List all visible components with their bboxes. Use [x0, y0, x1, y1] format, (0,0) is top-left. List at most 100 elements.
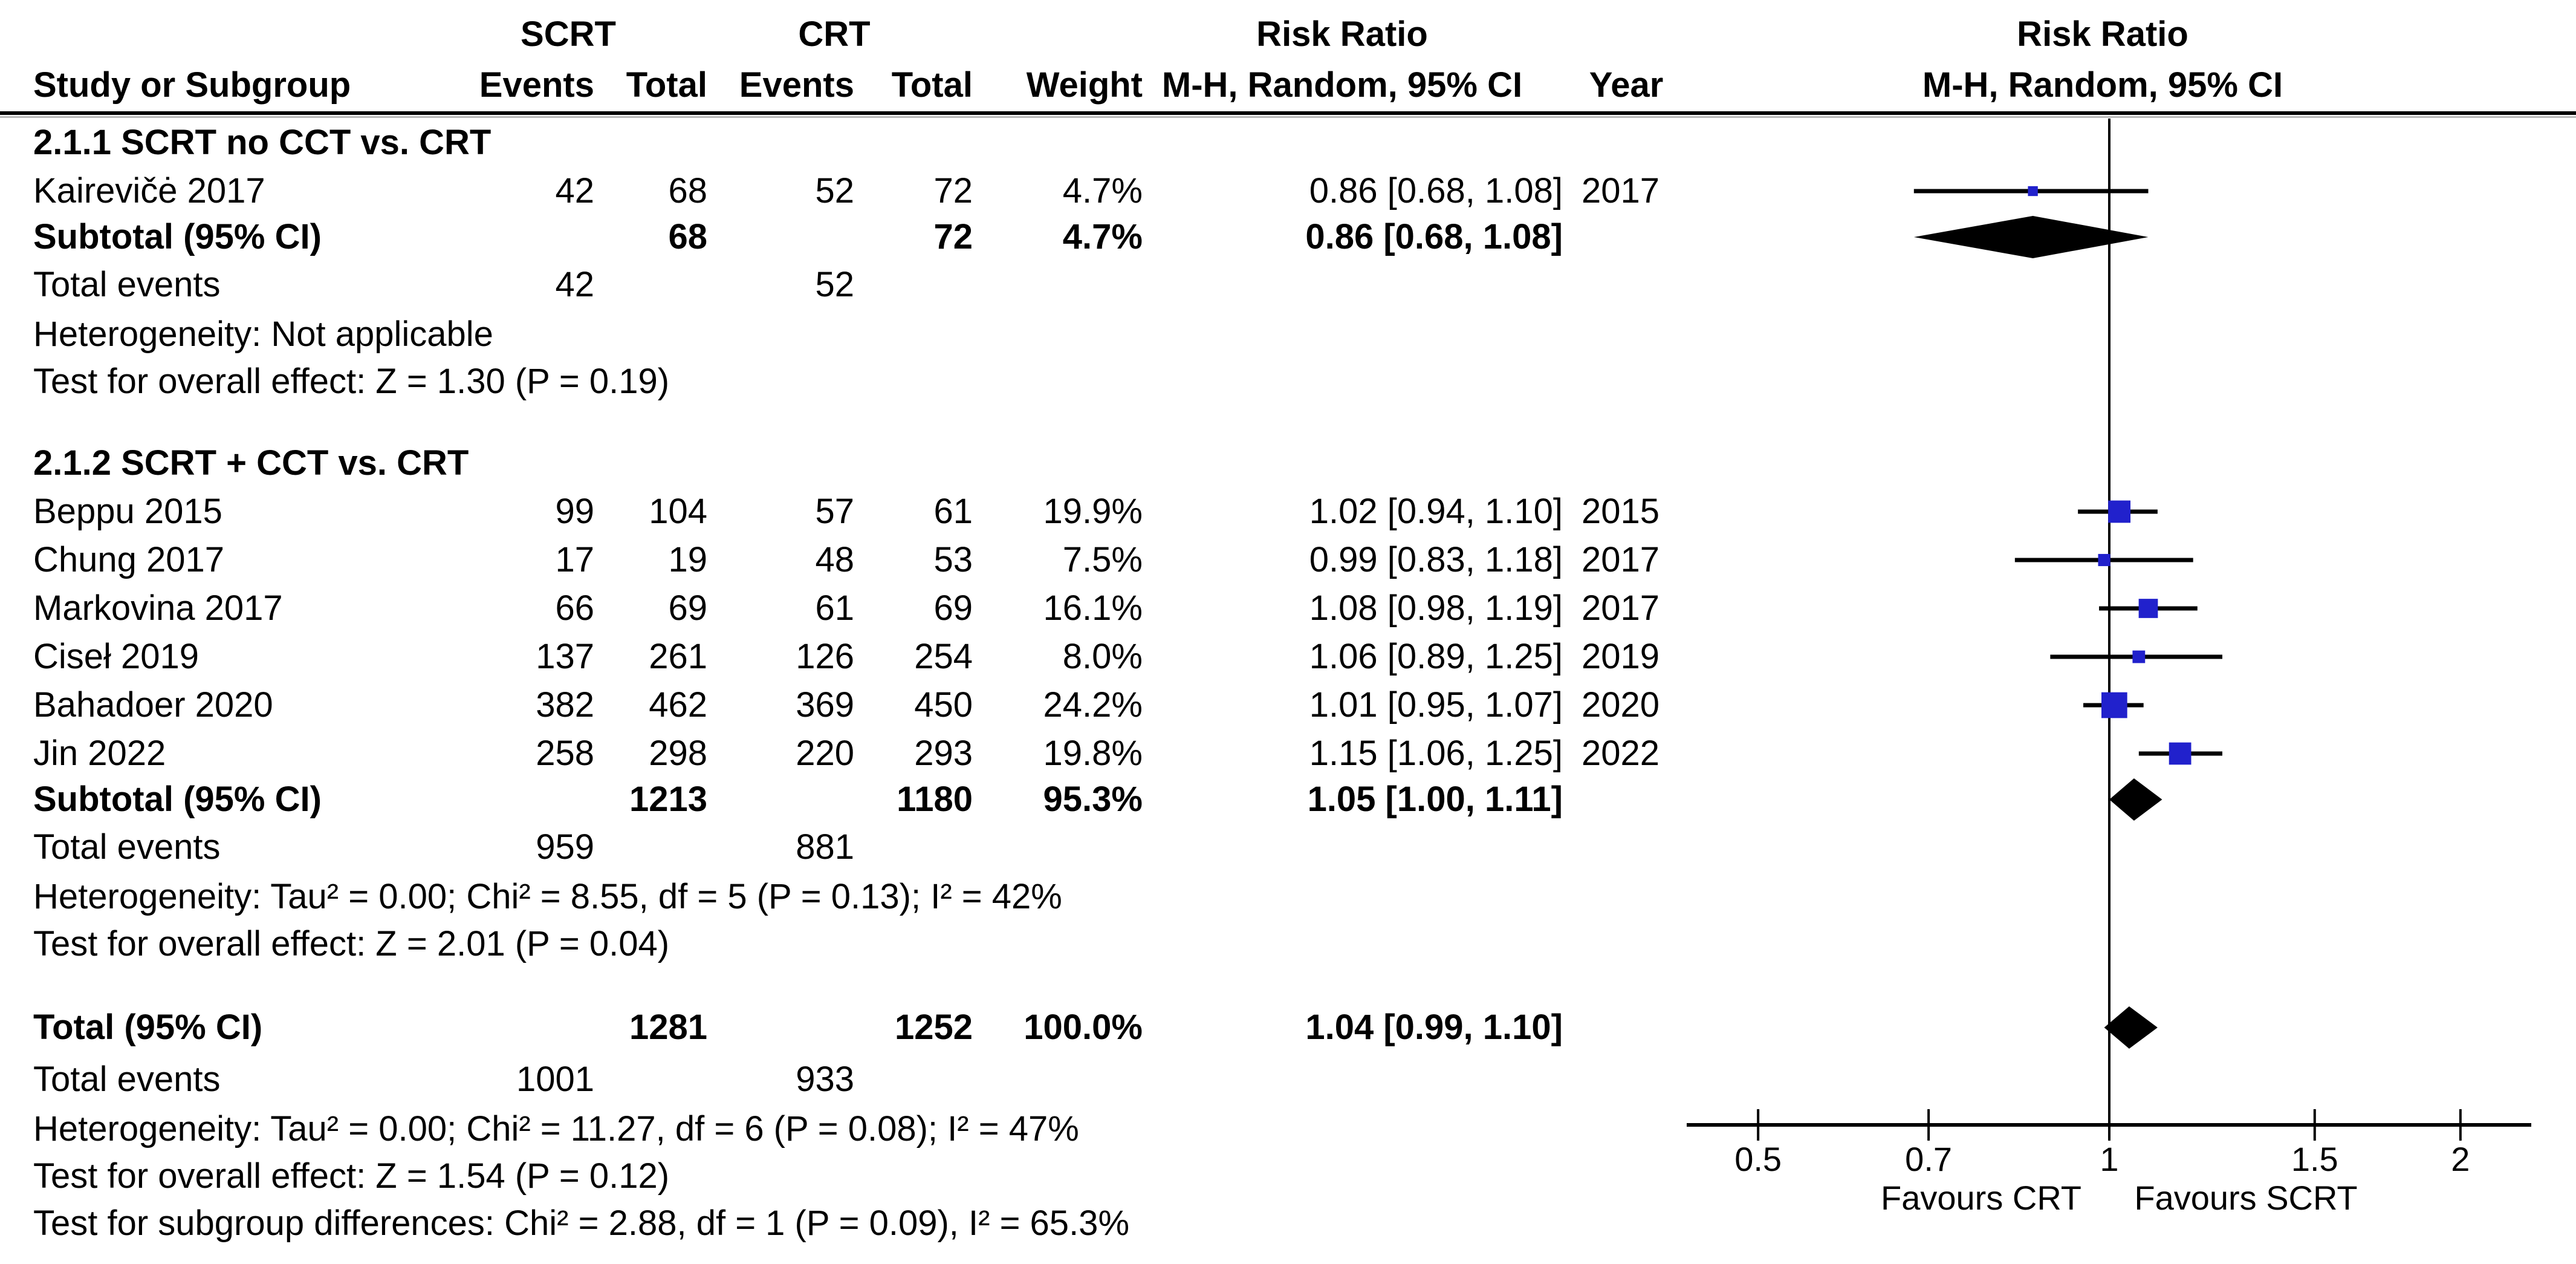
total-crt-cell: 72 [933, 171, 973, 210]
events-crt-cell: 220 [796, 734, 854, 773]
forest-table-rows: 2.1.1 SCRT no CCT vs. CRT Kairevičė 2017 4… [0, 119, 2576, 1247]
table-row-note: Heterogeneity: Tau² = 0.00; Chi² = 8.55,… [0, 873, 2576, 920]
header-year: Year [1589, 65, 1664, 105]
weight-cell: 19.8% [1043, 734, 1143, 773]
total-scrt-cell: 1213 [629, 780, 707, 819]
ci-text-cell: 1.06 [0.89, 1.25] [1309, 637, 1563, 676]
events-crt-cell: 933 [796, 1060, 854, 1099]
events-crt-cell: 126 [796, 637, 854, 676]
events-scrt-cell: 137 [536, 637, 594, 676]
table-row-study: Jin 2022 258 298 220 293 19.8% 1.15 [1.06, 1.2… [0, 729, 2576, 778]
study-label: Total events [33, 1060, 221, 1099]
table-row-events: Total events 959 881 [0, 821, 2576, 873]
ci-text-cell: 0.86 [0.68, 1.08] [1309, 171, 1563, 210]
weight-cell: 8.0% [1062, 637, 1143, 676]
total-crt-cell: 293 [914, 734, 973, 773]
total-scrt-cell: 298 [649, 734, 707, 773]
note-text: Test for subgroup differences: Chi² = 2.… [33, 1204, 1130, 1243]
header-total-scrt: Total [626, 65, 707, 105]
header-crt-group: CRT [798, 15, 871, 54]
events-scrt-cell: 1001 [516, 1060, 594, 1099]
ci-text-cell: 1.15 [1.06, 1.25] [1309, 734, 1563, 773]
study-label: Total (95% CI) [33, 1008, 263, 1047]
header-risk-ratio-left: Risk Ratio [1256, 15, 1428, 54]
table-row-group: 2.1.2 SCRT + CCT vs. CRT [0, 439, 2576, 487]
ci-text-cell: 0.86 [0.68, 1.08] [1305, 217, 1563, 256]
total-scrt-cell: 261 [649, 637, 707, 676]
table-row-study: Bahadoer 2020 382 462 369 450 24.2% 1.01 [0.95… [0, 681, 2576, 729]
events-crt-cell: 48 [815, 540, 854, 579]
total-crt-cell: 1180 [897, 780, 973, 819]
note-text: Test for overall effect: Z = 2.01 (P = 0… [33, 924, 670, 963]
table-header: SCRT CRT Risk Ratio Risk Ratio Study or … [0, 0, 2576, 115]
events-scrt-cell: 99 [555, 492, 594, 531]
weight-cell: 19.9% [1043, 492, 1143, 531]
total-crt-cell: 69 [933, 588, 973, 628]
table-row-note: Test for overall effect: Z = 1.54 (P = 0… [0, 1153, 2576, 1200]
ci-text-cell: 0.99 [0.83, 1.18] [1309, 540, 1563, 579]
events-crt-cell: 52 [815, 171, 854, 210]
spacer-row [0, 968, 2576, 1002]
table-row-note: Test for overall effect: Z = 1.30 (P = 0… [0, 358, 2576, 405]
events-scrt-cell: 17 [555, 540, 594, 579]
note-text: Heterogeneity: Tau² = 0.00; Chi² = 11.27… [33, 1109, 1079, 1148]
total-crt-cell: 72 [933, 217, 973, 256]
total-scrt-cell: 69 [668, 588, 707, 628]
total-crt-cell: 61 [933, 492, 973, 531]
year-cell: 2015 [1581, 492, 1659, 531]
header-study-or-subgroup: Study or Subgroup [33, 65, 351, 105]
spacer-row [0, 405, 2576, 439]
header-scrt-group: SCRT [521, 15, 616, 54]
table-row-study: Kairevičė 2017 42 68 52 72 4.7% 0.86 [0.68, 1.… [0, 167, 2576, 215]
events-scrt-cell: 42 [555, 171, 594, 210]
weight-cell: 4.7% [1062, 171, 1143, 210]
header-events-scrt: Events [479, 65, 594, 105]
header-mh-ci-right: M-H, Random, 95% CI [1922, 65, 2283, 105]
total-crt-cell: 53 [933, 540, 973, 579]
events-crt-cell: 52 [815, 265, 854, 304]
table-row-note: Test for overall effect: Z = 2.01 (P = 0… [0, 920, 2576, 968]
weight-cell: 100.0% [1024, 1008, 1143, 1047]
table-row-subtotal: Subtotal (95% CI) 68 72 4.7% 0.86 [0.68, 1.0… [0, 215, 2576, 259]
total-crt-cell: 450 [914, 685, 973, 725]
events-scrt-cell: 66 [555, 588, 594, 628]
note-text: Heterogeneity: Tau² = 0.00; Chi² = 8.55,… [33, 877, 1062, 916]
note-text: Test for overall effect: Z = 1.54 (P = 0… [33, 1156, 670, 1196]
ci-text-cell: 1.05 [1.00, 1.11] [1307, 780, 1563, 819]
study-label: Ciseł 2019 [33, 637, 200, 676]
year-cell: 2017 [1581, 540, 1659, 579]
study-label: Markovina 2017 [33, 588, 283, 628]
total-scrt-cell: 1281 [629, 1008, 707, 1047]
study-label: Total events [33, 265, 221, 304]
events-scrt-cell: 42 [555, 265, 594, 304]
weight-cell: 4.7% [1062, 217, 1143, 256]
table-row-events: Total events 1001 933 [0, 1054, 2576, 1106]
year-cell: 2020 [1581, 685, 1659, 725]
events-crt-cell: 369 [796, 685, 854, 725]
weight-cell: 16.1% [1043, 588, 1143, 628]
study-label: Subtotal (95% CI) [33, 217, 322, 256]
header-weight: Weight [1026, 65, 1143, 105]
study-label: Chung 2017 [33, 540, 225, 579]
table-row-study: Markovina 2017 66 69 61 69 16.1% 1.08 [0.98, 1… [0, 584, 2576, 633]
events-crt-cell: 61 [815, 588, 854, 628]
ci-text-cell: 1.04 [0.99, 1.10] [1305, 1008, 1563, 1047]
header-total-crt: Total [891, 65, 973, 105]
study-label: 2.1.2 SCRT + CCT vs. CRT [33, 443, 469, 483]
study-label: 2.1.1 SCRT no CCT vs. CRT [33, 123, 492, 162]
table-row-group: 2.1.1 SCRT no CCT vs. CRT [0, 119, 2576, 167]
total-scrt-cell: 462 [649, 685, 707, 725]
header-risk-ratio-right: Risk Ratio [2017, 15, 2188, 54]
total-scrt-cell: 19 [668, 540, 707, 579]
note-text: Test for overall effect: Z = 1.30 (P = 0… [33, 362, 670, 401]
table-row-events: Total events 42 52 [0, 259, 2576, 311]
header-mh-ci-left: M-H, Random, 95% CI [1161, 65, 1523, 105]
ci-text-cell: 1.08 [0.98, 1.19] [1309, 588, 1563, 628]
table-row-study: Chung 2017 17 19 48 53 7.5% 0.99 [0.83, 1.18] 2… [0, 536, 2576, 584]
header-events-crt: Events [739, 65, 854, 105]
events-scrt-cell: 959 [536, 827, 594, 867]
total-scrt-cell: 68 [668, 171, 707, 210]
study-label: Subtotal (95% CI) [33, 780, 322, 819]
weight-cell: 7.5% [1062, 540, 1143, 579]
